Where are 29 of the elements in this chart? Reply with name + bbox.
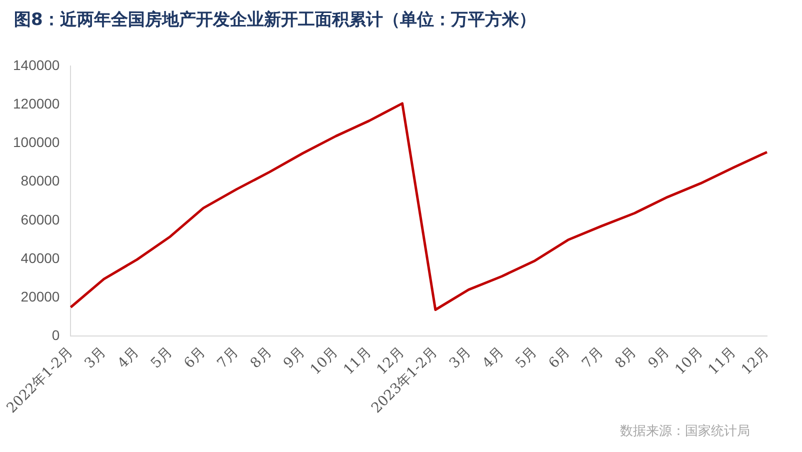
- y-tick-label: 100000: [13, 134, 60, 150]
- x-tick-label: 9月: [645, 344, 673, 372]
- x-tick-label: 5月: [148, 344, 176, 372]
- y-tick-label: 0: [52, 327, 60, 344]
- chart-title: 图8：近两年全国房地产开发企业新开工面积累计（单位：万平方米）: [14, 9, 536, 31]
- x-tick-label: 12月: [738, 344, 772, 378]
- x-tick-label: 5月: [512, 344, 540, 372]
- x-tick-label: 3月: [446, 344, 474, 372]
- y-tick-label: 120000: [13, 95, 60, 112]
- x-tick-label: 11月: [340, 344, 375, 378]
- x-tick-label: 4月: [114, 344, 142, 372]
- x-tick-label: 3月: [82, 344, 110, 372]
- source-note: 数据来源：国家统计局: [620, 423, 750, 440]
- y-tick-label: 60000: [20, 211, 60, 228]
- x-tick-label: 9月: [280, 344, 308, 372]
- x-tick-label: 8月: [612, 344, 640, 372]
- x-tick-label: 7月: [579, 344, 607, 372]
- x-tick-label: 7月: [214, 344, 242, 372]
- y-tick-label: 20000: [20, 288, 60, 304]
- y-tick-label: 80000: [20, 172, 60, 189]
- x-tick-label: 6月: [181, 344, 209, 372]
- x-tick-label: 10月: [308, 344, 342, 378]
- x-tick-label: 4月: [480, 344, 508, 372]
- x-tick-label: 10月: [672, 344, 706, 378]
- x-tick-label: 11月: [705, 344, 740, 378]
- x-tick-label: 6月: [546, 344, 574, 372]
- x-tick-label: 8月: [248, 344, 276, 372]
- y-tick-label: 140000: [13, 56, 60, 73]
- y-tick-label: 40000: [20, 250, 60, 266]
